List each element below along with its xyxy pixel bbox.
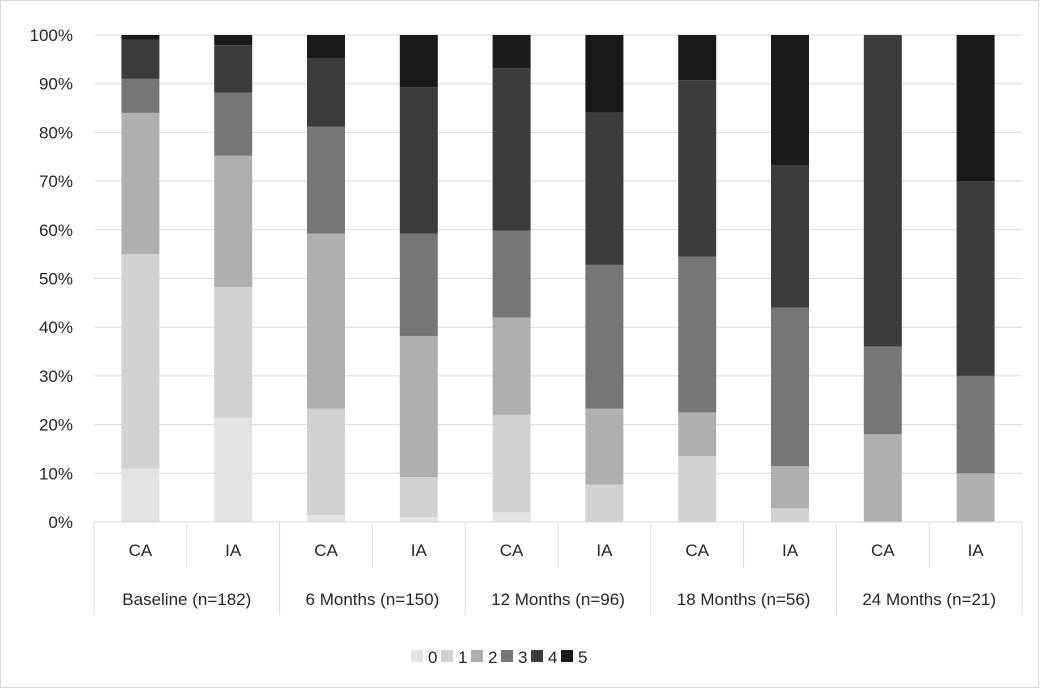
y-tick-label: 60% — [39, 221, 73, 240]
y-tick-label: 20% — [39, 416, 73, 435]
legend-swatch-3 — [501, 650, 513, 662]
bar-segment-5 — [956, 35, 995, 182]
bar-segment-3 — [678, 256, 717, 413]
bar-segment-0 — [399, 517, 438, 522]
x-category-label: IA — [411, 541, 428, 560]
bar-segment-5 — [771, 35, 809, 166]
x-category-label: CA — [685, 541, 709, 560]
x-category-label: IA — [596, 541, 613, 560]
y-tick-label: 90% — [39, 75, 73, 94]
axes: 0% 10% 20% 30% 40% 50% 60% 70% 80% 90% 100% CA IA Bas… — [30, 26, 1023, 615]
y-tick-label: 30% — [39, 367, 73, 386]
bar-segment-3 — [307, 126, 345, 234]
legend-swatch-2 — [471, 650, 483, 662]
bar-segment-3 — [585, 264, 624, 409]
x-category-label: IA — [968, 541, 985, 560]
legend-label: 1 — [458, 648, 467, 667]
x-category-label: IA — [225, 541, 242, 560]
legend-label: 5 — [578, 648, 587, 667]
bar-segment-3 — [863, 346, 902, 435]
bars — [121, 35, 995, 522]
y-tick-label: 0% — [48, 513, 73, 532]
legend-swatch-0 — [411, 650, 423, 662]
bar-segment-1 — [771, 508, 809, 522]
bar-segment-1 — [307, 408, 345, 516]
bar-segment-0 — [214, 417, 253, 522]
bar-segment-2 — [492, 317, 531, 415]
bar-segment-3 — [771, 307, 809, 466]
bar-segment-3 — [121, 78, 160, 113]
bar-segment-4 — [585, 112, 624, 265]
x-category-label: IA — [782, 541, 799, 560]
bar-segment-2 — [678, 412, 717, 457]
bar-segment-2 — [307, 233, 345, 409]
bar-segment-2 — [863, 434, 902, 522]
bar-segment-5 — [214, 35, 253, 46]
bar-segment-2 — [956, 473, 995, 522]
x-category-label: CA — [871, 541, 895, 560]
bar-segment-4 — [863, 35, 902, 347]
legend-label: 0 — [428, 648, 437, 667]
y-tick-label: 100% — [30, 26, 73, 45]
bar-segment-4 — [399, 87, 438, 234]
bar-segment-5 — [492, 35, 531, 69]
bar-segment-4 — [678, 80, 717, 257]
bar-segment-1 — [399, 477, 438, 518]
legend: 0 1 2 3 4 5 — [411, 648, 587, 667]
bar-segment-3 — [956, 375, 995, 474]
bar-segment-0 — [492, 512, 531, 522]
bar-segment-1 — [492, 414, 531, 513]
y-tick-label: 10% — [39, 464, 73, 483]
bar-segment-1 — [214, 287, 253, 418]
x-group-label: 12 Months (n=96) — [491, 590, 625, 609]
x-group-label: Baseline (n=182) — [122, 590, 251, 609]
x-group-label: 18 Months (n=56) — [677, 590, 811, 609]
y-tick-label: 80% — [39, 123, 73, 142]
x-group-label: 24 Months (n=21) — [862, 590, 996, 609]
bar-segment-2 — [399, 335, 438, 478]
bar-segment-5 — [678, 35, 717, 81]
legend-swatch-4 — [531, 650, 543, 662]
bar-segment-5 — [307, 35, 345, 59]
bar-segment-2 — [585, 408, 624, 485]
bar-segment-4 — [771, 165, 809, 308]
y-tick-label: 70% — [39, 172, 73, 191]
bar-segment-0 — [121, 468, 160, 522]
bar-segment-1 — [585, 484, 624, 522]
legend-label: 4 — [548, 648, 557, 667]
x-category-label: CA — [500, 541, 524, 560]
bar-segment-4 — [492, 68, 531, 231]
bar-segment-4 — [956, 181, 995, 376]
bar-segment-4 — [307, 58, 345, 127]
x-group-label: 6 Months (n=150) — [306, 590, 440, 609]
bar-segment-5 — [121, 35, 160, 40]
legend-swatch-1 — [441, 650, 453, 662]
legend-label: 3 — [518, 648, 527, 667]
bar-segment-3 — [399, 233, 438, 336]
bar-segment-3 — [214, 92, 253, 156]
bar-segment-2 — [771, 465, 809, 509]
legend-label: 2 — [488, 648, 497, 667]
bar-segment-3 — [492, 230, 531, 318]
bar-segment-5 — [399, 35, 438, 88]
y-tick-label: 40% — [39, 318, 73, 337]
bar-segment-1 — [121, 254, 160, 469]
bar-segment-5 — [585, 35, 624, 113]
bar-segment-0 — [307, 515, 345, 522]
x-category-label: CA — [314, 541, 338, 560]
y-tick-label: 50% — [39, 270, 73, 289]
bar-segment-2 — [214, 155, 253, 288]
x-category-label: CA — [129, 541, 153, 560]
bar-segment-1 — [678, 456, 717, 522]
bar-segment-4 — [214, 45, 253, 93]
bar-segment-4 — [121, 39, 160, 79]
bar-segment-2 — [121, 112, 160, 255]
legend-swatch-5 — [561, 650, 573, 662]
